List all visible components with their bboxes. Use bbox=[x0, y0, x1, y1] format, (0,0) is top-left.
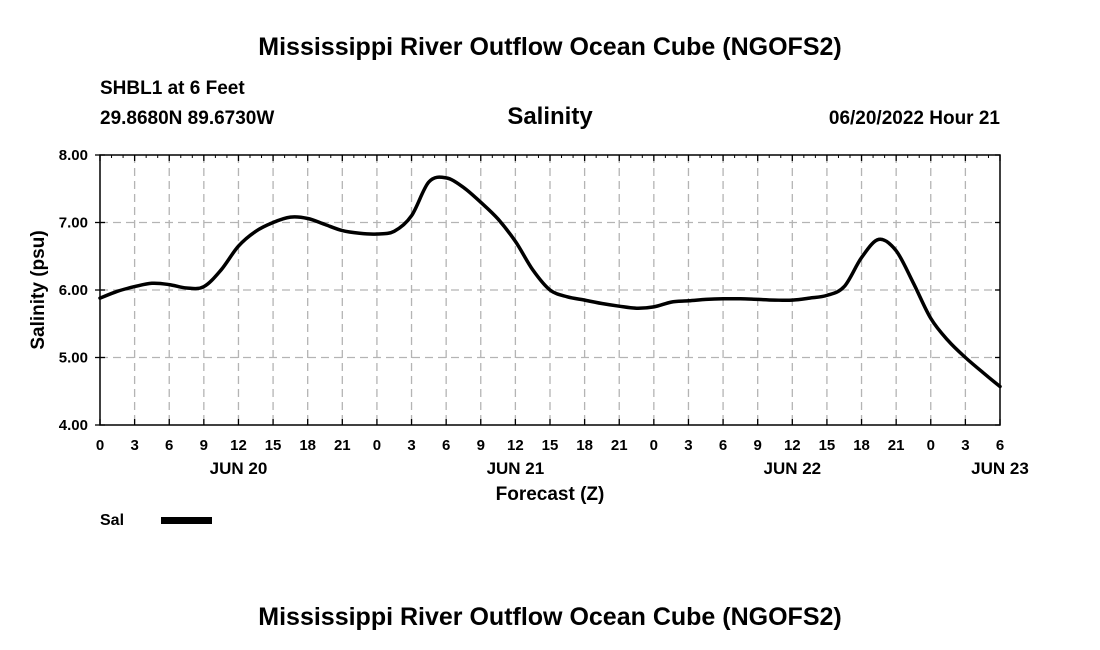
station-coordinates: 29.8680N 89.6730W bbox=[100, 108, 274, 129]
variable-title: Salinity bbox=[507, 103, 593, 130]
x-tick-label: 21 bbox=[334, 437, 351, 454]
x-tick-label: 0 bbox=[373, 437, 381, 454]
x-tick-label: 18 bbox=[853, 437, 870, 454]
station-label: SHBL1 at 6 Feet bbox=[100, 78, 245, 99]
y-tick-label: 5.00 bbox=[59, 350, 88, 367]
date-label: JUN 21 bbox=[487, 459, 545, 478]
x-tick-label: 6 bbox=[442, 437, 450, 454]
x-tick-label: 21 bbox=[888, 437, 905, 454]
x-tick-label: 18 bbox=[576, 437, 593, 454]
x-tick-label: 0 bbox=[927, 437, 935, 454]
x-tick-label: 15 bbox=[819, 437, 836, 454]
chart-title: Mississippi River Outflow Ocean Cube (NG… bbox=[258, 33, 841, 61]
y-tick-label: 7.00 bbox=[59, 215, 88, 232]
x-tick-label: 3 bbox=[407, 437, 415, 454]
plot-frame bbox=[99, 154, 1001, 426]
x-tick-label: 21 bbox=[611, 437, 628, 454]
x-axis-ticks: 0 3 6 9 12 15 18 21 0 3 6 9 12 15 18 21 0 3 6 9 12 15 18 21 0 3 6 J… bbox=[96, 155, 1029, 478]
x-tick-label: 6 bbox=[719, 437, 727, 454]
salinity-line bbox=[98, 175, 1002, 389]
x-tick-label: 15 bbox=[265, 437, 282, 454]
x-tick-label: 9 bbox=[754, 437, 762, 454]
legend-label: Sal bbox=[100, 512, 124, 529]
date-label: JUN 23 bbox=[971, 459, 1029, 478]
x-tick-label: 6 bbox=[165, 437, 173, 454]
footer-title: Mississippi River Outflow Ocean Cube (NG… bbox=[258, 603, 841, 631]
x-tick-label: 0 bbox=[96, 437, 104, 454]
x-tick-label: 9 bbox=[200, 437, 208, 454]
x-tick-label: 0 bbox=[650, 437, 658, 454]
x-tick-label: 3 bbox=[961, 437, 969, 454]
x-tick-label: 3 bbox=[684, 437, 692, 454]
x-tick-label: 3 bbox=[130, 437, 138, 454]
x-tick-label: 9 bbox=[477, 437, 485, 454]
y-axis-label: Salinity (psu) bbox=[28, 230, 49, 349]
x-axis-label: Forecast (Z) bbox=[496, 484, 605, 505]
x-tick-label: 12 bbox=[507, 437, 524, 454]
date-label: JUN 22 bbox=[763, 459, 821, 478]
x-tick-label: 12 bbox=[784, 437, 801, 454]
y-tick-label: 8.00 bbox=[59, 147, 88, 164]
x-tick-label: 15 bbox=[542, 437, 559, 454]
legend-swatch bbox=[161, 517, 212, 524]
y-tick-label: 6.00 bbox=[59, 282, 88, 299]
forecast-datetime: 06/20/2022 Hour 21 bbox=[829, 108, 1001, 129]
date-label: JUN 20 bbox=[210, 459, 268, 478]
y-tick-label: 4.00 bbox=[59, 417, 88, 434]
y-axis-ticks: 4.00 5.00 6.00 7.00 8.00 bbox=[59, 147, 1000, 434]
x-tick-label: 18 bbox=[299, 437, 316, 454]
x-tick-label: 6 bbox=[996, 437, 1004, 454]
x-tick-label: 12 bbox=[230, 437, 247, 454]
